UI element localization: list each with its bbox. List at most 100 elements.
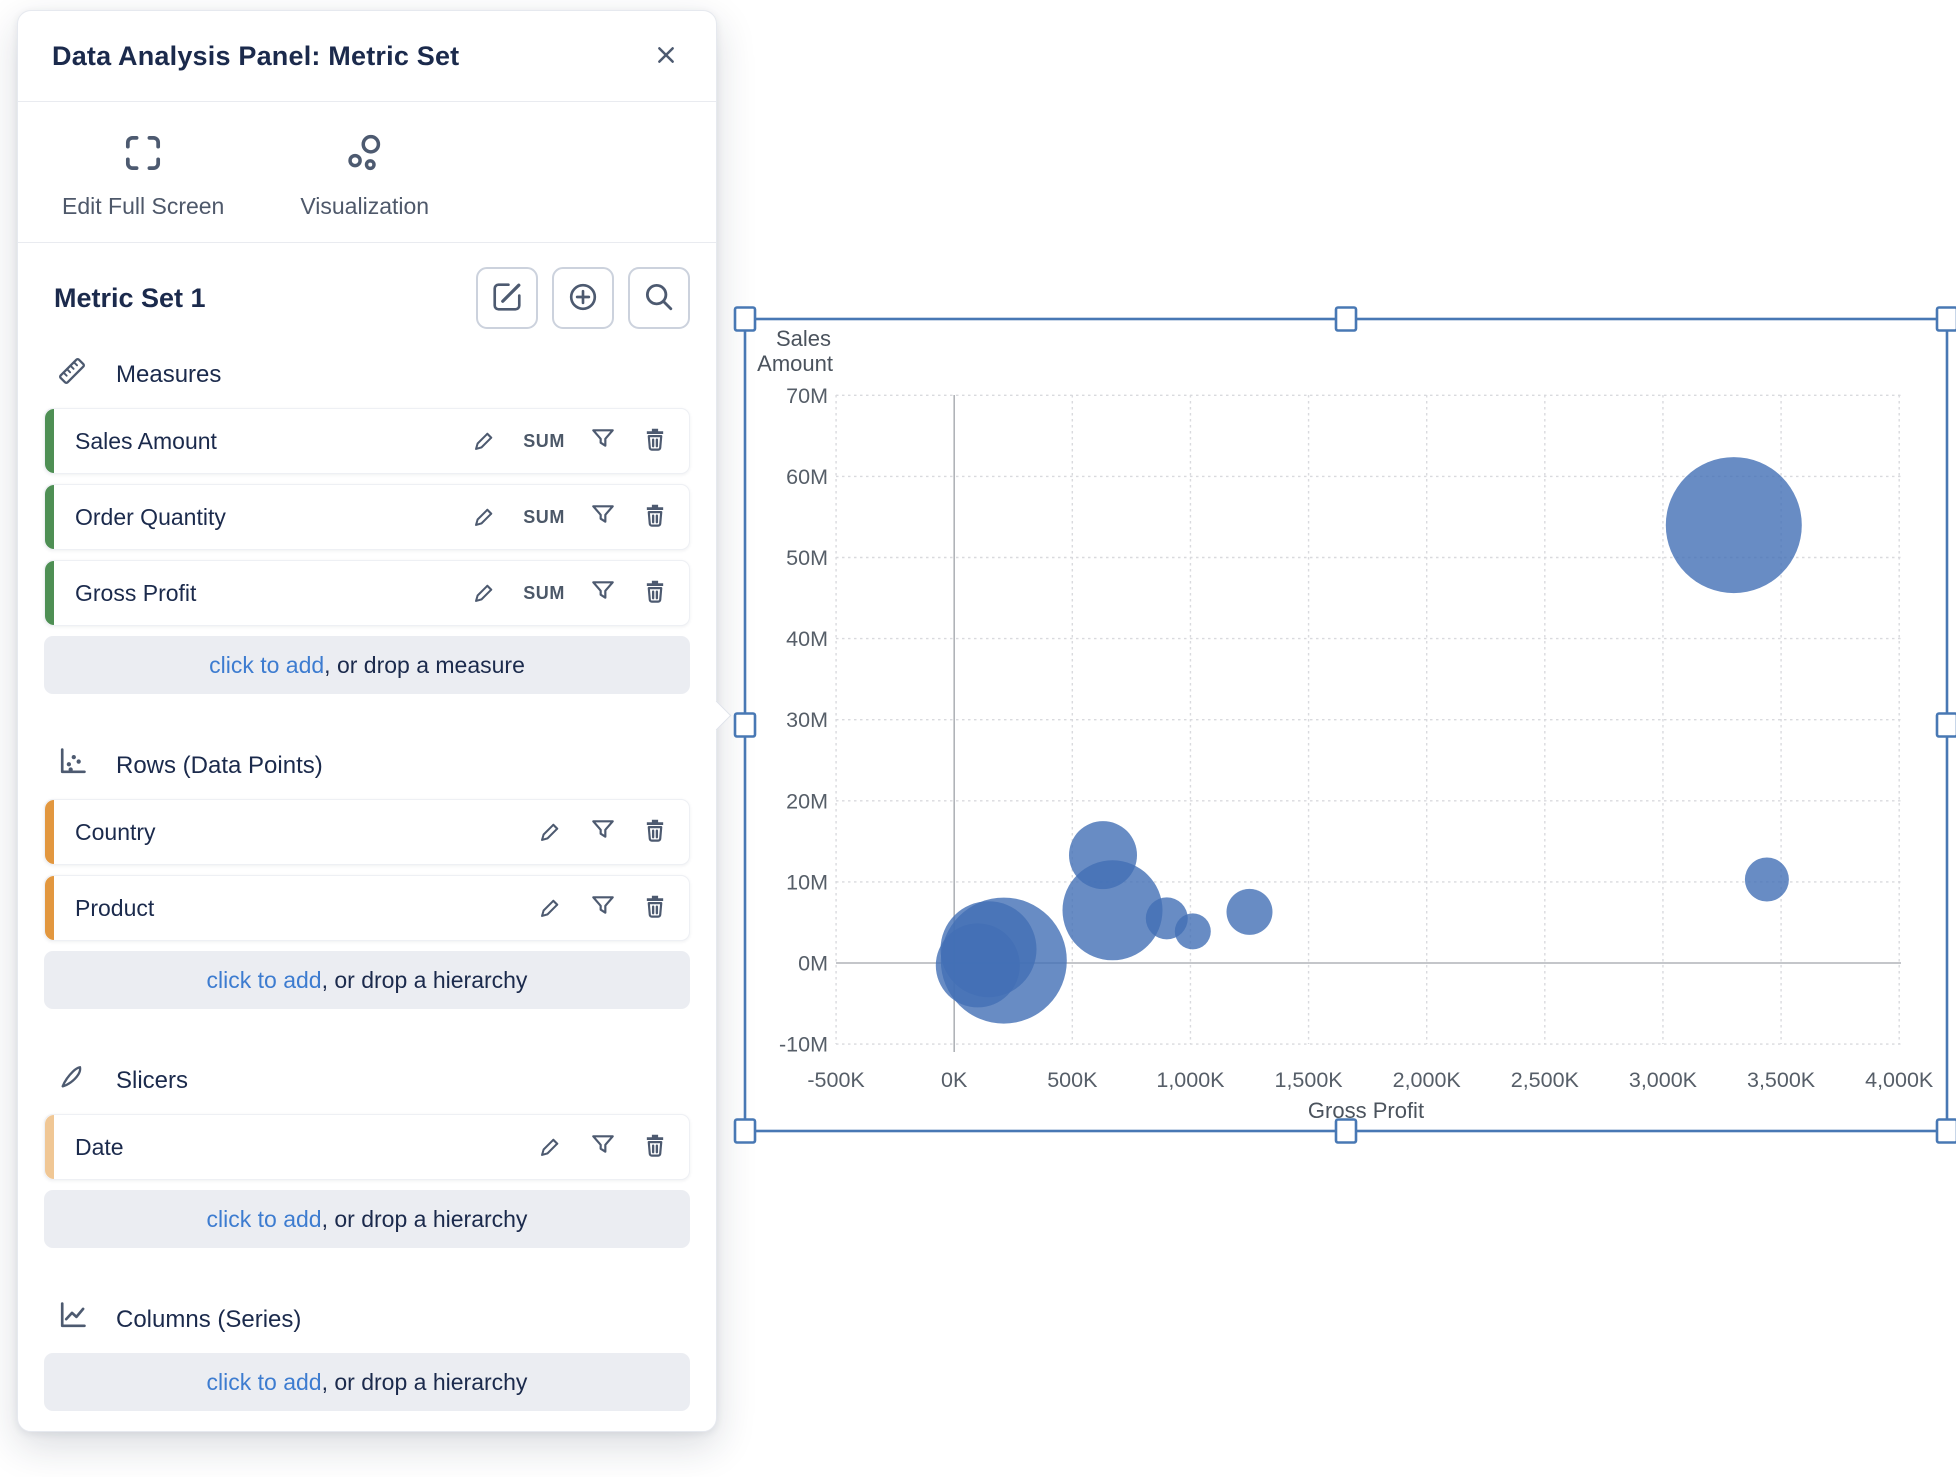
close-button[interactable] bbox=[646, 36, 686, 76]
delete-item-button[interactable] bbox=[641, 426, 669, 457]
edit-item-button[interactable] bbox=[537, 817, 565, 848]
edit-item-button[interactable] bbox=[471, 426, 499, 457]
measures-item-row[interactable]: Order Quantity SUM bbox=[44, 484, 690, 550]
panel-title: Data Analysis Panel: Metric Set bbox=[52, 40, 460, 71]
filter-item-button[interactable] bbox=[589, 502, 617, 533]
rows-item-row[interactable]: Country bbox=[44, 799, 690, 865]
edit-item-button[interactable] bbox=[471, 502, 499, 533]
delete-item-button[interactable] bbox=[641, 1132, 669, 1163]
filter-item-button[interactable] bbox=[589, 893, 617, 924]
delete-item-button[interactable] bbox=[641, 817, 669, 848]
edit-box-icon bbox=[490, 280, 524, 317]
add-row-hint: , or drop a hierarchy bbox=[321, 1205, 528, 1232]
selection-handle[interactable] bbox=[1935, 712, 1956, 738]
selection-handle[interactable] bbox=[1334, 1118, 1358, 1144]
selection-handle[interactable] bbox=[1935, 306, 1956, 332]
bubble[interactable] bbox=[1665, 457, 1802, 594]
y-tick-label: 70M bbox=[786, 384, 828, 408]
add-columns-row[interactable]: click to add, or drop a hierarchy bbox=[44, 1353, 690, 1411]
filter-item-button[interactable] bbox=[589, 1132, 617, 1163]
selection-handle[interactable] bbox=[733, 1118, 757, 1144]
aggregation-badge[interactable]: SUM bbox=[523, 506, 565, 527]
line-chart-icon bbox=[56, 1300, 88, 1339]
selection-handle[interactable] bbox=[1334, 306, 1358, 332]
bubble[interactable] bbox=[1744, 857, 1789, 902]
delete-item-button[interactable] bbox=[641, 893, 669, 924]
edit-full-screen-button[interactable]: Edit Full Screen bbox=[62, 132, 224, 220]
x-tick-label: 1,000K bbox=[1156, 1068, 1225, 1092]
item-label: Sales Amount bbox=[75, 427, 217, 454]
funnel-icon bbox=[589, 502, 617, 533]
item-label: Order Quantity bbox=[75, 503, 226, 530]
selection-handle[interactable] bbox=[1935, 1118, 1956, 1144]
rows-item-row[interactable]: Product bbox=[44, 875, 690, 941]
scatter-icon bbox=[56, 746, 88, 785]
bubble[interactable] bbox=[1174, 913, 1211, 950]
x-tick-label: 500K bbox=[1047, 1068, 1098, 1092]
bubble[interactable] bbox=[935, 923, 1020, 1008]
section-header-columns: Columns (Series) bbox=[56, 1300, 690, 1339]
click-to-add-link[interactable]: click to add bbox=[206, 1368, 322, 1395]
accent-bar bbox=[45, 876, 54, 940]
y-tick-label: 60M bbox=[786, 465, 828, 489]
y-tick-label: 0M bbox=[798, 952, 828, 976]
pencil-icon bbox=[471, 502, 499, 533]
add-metric-button[interactable] bbox=[552, 267, 614, 329]
visualization-button[interactable]: Visualization bbox=[300, 132, 429, 220]
click-to-add-link[interactable]: click to add bbox=[206, 966, 322, 993]
x-tick-label: 4,000K bbox=[1865, 1068, 1934, 1092]
filter-item-button[interactable] bbox=[589, 426, 617, 457]
data-analysis-panel: Data Analysis Panel: Metric Set Edit Ful… bbox=[17, 10, 732, 1432]
section-title-label: Slicers bbox=[116, 1066, 189, 1094]
aggregation-badge[interactable]: SUM bbox=[523, 582, 565, 603]
trash-icon bbox=[641, 817, 669, 848]
search-metric-button[interactable] bbox=[628, 267, 690, 329]
measures-item-row[interactable]: Gross Profit SUM bbox=[44, 560, 690, 626]
panel-toolbar: Edit Full Screen Visualization bbox=[18, 102, 716, 243]
section-title-label: Columns (Series) bbox=[116, 1305, 302, 1333]
row-actions bbox=[537, 817, 669, 848]
delete-item-button[interactable] bbox=[641, 502, 669, 533]
selection-handle[interactable] bbox=[733, 306, 757, 332]
x-tick-label: 1,500K bbox=[1274, 1068, 1343, 1092]
click-to-add-link[interactable]: click to add bbox=[209, 651, 325, 678]
edit-item-button[interactable] bbox=[537, 1132, 565, 1163]
funnel-icon bbox=[589, 578, 617, 609]
filter-item-button[interactable] bbox=[589, 578, 617, 609]
pencil-icon bbox=[537, 817, 565, 848]
selection-handle[interactable] bbox=[733, 712, 757, 738]
edit-metric-set-button[interactable] bbox=[476, 267, 538, 329]
section-header-measures: Measures bbox=[56, 355, 690, 394]
x-axis-title: Gross Profit bbox=[1308, 1098, 1424, 1123]
edit-full-screen-label: Edit Full Screen bbox=[62, 193, 225, 219]
row-actions: SUM bbox=[471, 502, 669, 533]
click-to-add-link[interactable]: click to add bbox=[206, 1205, 322, 1232]
delete-item-button[interactable] bbox=[641, 578, 669, 609]
add-row-hint: , or drop a hierarchy bbox=[321, 966, 528, 993]
slicers-item-row[interactable]: Date bbox=[44, 1114, 690, 1180]
y-axis-title-line1: Sales bbox=[776, 326, 831, 351]
edit-item-button[interactable] bbox=[471, 578, 499, 609]
add-rows-row[interactable]: click to add, or drop a hierarchy bbox=[44, 951, 690, 1009]
bubble[interactable] bbox=[1226, 888, 1273, 935]
measures-item-row[interactable]: Sales Amount SUM bbox=[44, 408, 690, 474]
edit-item-button[interactable] bbox=[537, 893, 565, 924]
filter-item-button[interactable] bbox=[589, 817, 617, 848]
selection-frame[interactable] bbox=[743, 317, 1949, 1133]
x-tick-label: 3,500K bbox=[1747, 1068, 1816, 1092]
fullscreen-icon bbox=[122, 132, 164, 180]
accent-bar bbox=[45, 409, 54, 473]
bubble[interactable] bbox=[1062, 860, 1163, 961]
accent-bar bbox=[45, 800, 54, 864]
funnel-icon bbox=[589, 426, 617, 457]
add-slicers-row[interactable]: click to add, or drop a hierarchy bbox=[44, 1190, 690, 1248]
x-tick-label: -500K bbox=[807, 1068, 865, 1092]
plus-circle-icon bbox=[566, 280, 600, 317]
x-tick-label: 3,000K bbox=[1629, 1068, 1698, 1092]
section-header-rows: Rows (Data Points) bbox=[56, 746, 690, 785]
item-label: Product bbox=[75, 894, 155, 921]
add-measures-row[interactable]: click to add, or drop a measure bbox=[44, 636, 690, 694]
aggregation-badge[interactable]: SUM bbox=[523, 430, 565, 451]
search-icon bbox=[642, 280, 676, 317]
trash-icon bbox=[641, 578, 669, 609]
